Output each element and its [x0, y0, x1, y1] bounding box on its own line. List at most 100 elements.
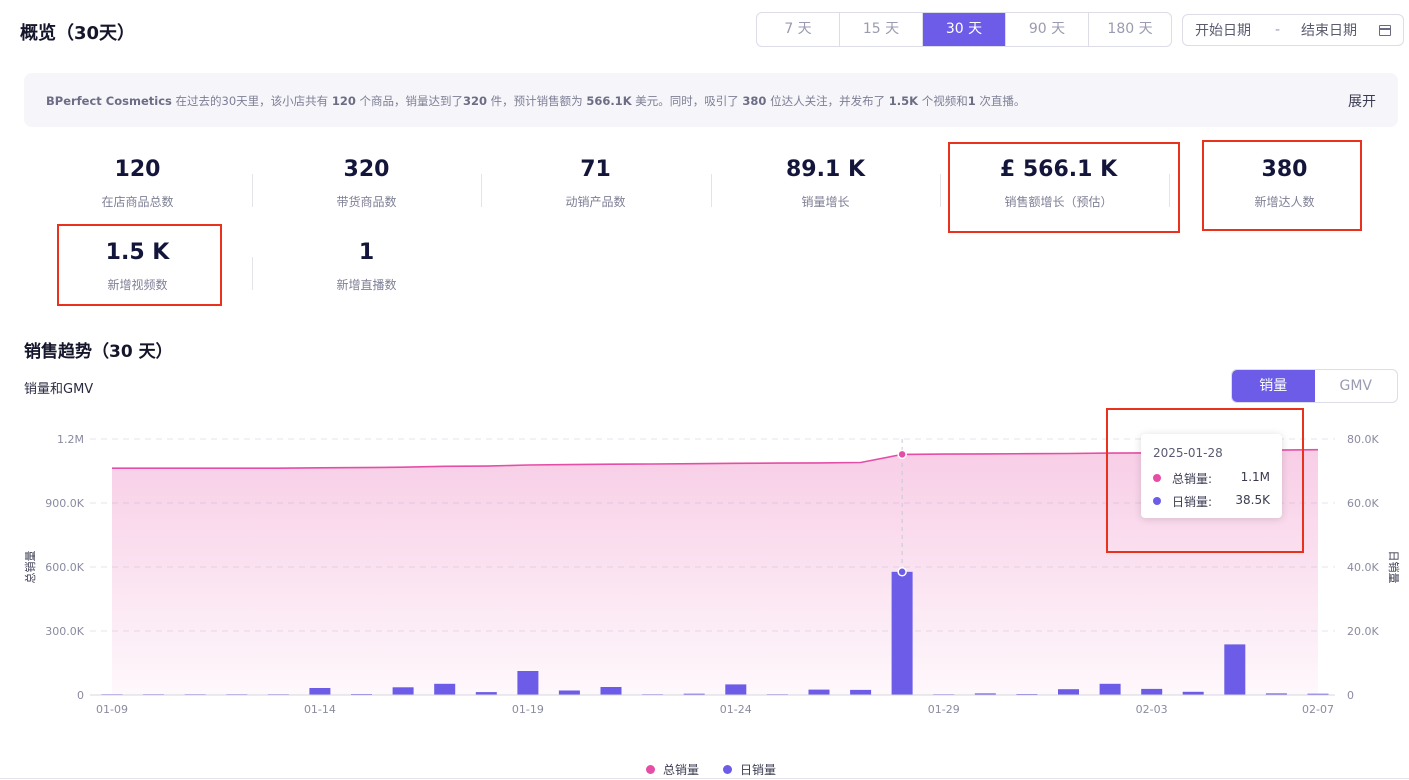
chart-subtitle: 销量和GMV — [24, 382, 94, 397]
y-left-tick-label: 1.2M — [57, 433, 84, 446]
metric-divider — [1169, 174, 1170, 207]
daily-sales-bar — [974, 693, 996, 695]
summary-part: 美元。同时，吸引了 — [631, 94, 743, 108]
metric-label: 新增达人数 — [1254, 195, 1315, 209]
legend-item-total[interactable]: 总销量 — [646, 761, 699, 778]
metric-divider — [252, 257, 253, 290]
legend-total-label: 总销量 — [663, 763, 700, 777]
metric-divider — [481, 174, 482, 207]
daily-sales-point — [897, 567, 907, 577]
chart-legend: 总销量 日销量 — [646, 761, 800, 778]
highlight-box-creators — [1202, 140, 1362, 231]
y-right-axis-title: 日销量 — [1387, 551, 1401, 584]
metric-label: 销售额增长（预估） — [1004, 195, 1113, 209]
metric-active-products: 71 动销产品数 — [481, 155, 710, 210]
summary-part: 个商品，销量达到了 — [355, 94, 463, 108]
metric-label: 销量增长 — [801, 195, 850, 209]
tooltip-daily-value: 38.5K — [1235, 493, 1270, 507]
metric-label: 动销产品数 — [565, 195, 626, 209]
metric-sales-growth: 89.1 K 销量增长 — [711, 155, 940, 210]
toggle-sales-button[interactable]: 销量 — [1232, 370, 1315, 402]
summary-gmv: 566.1K — [586, 94, 632, 108]
metric-value: 1 — [358, 240, 375, 265]
metric-value: 1.5 K — [105, 240, 170, 265]
daily-sales-bar — [517, 671, 539, 695]
x-tick-label: 01-29 — [928, 703, 960, 716]
toggle-gmv-button[interactable]: GMV — [1339, 378, 1372, 394]
y-right-tick-label: 60.0K — [1347, 497, 1379, 510]
tooltip-daily-dot — [1153, 497, 1161, 505]
metric-value: 71 — [580, 157, 611, 182]
metric-value: 120 — [114, 157, 161, 182]
legend-item-daily[interactable]: 日销量 — [723, 761, 776, 778]
daily-sales-bar — [891, 571, 913, 695]
date-range-selector: 7 天 15 天 30 天 90 天 180 天 — [756, 12, 1172, 47]
metric-value: £ 566.1 K — [999, 157, 1118, 182]
x-tick-label: 02-03 — [1136, 703, 1168, 716]
metric-total-products: 120 在店商品总数 — [23, 155, 252, 210]
tooltip-total-label: 总销量: — [1172, 472, 1213, 486]
y-left-tick-label: 600.0K — [45, 561, 84, 574]
chart-tooltip: 2025-01-28 总销量: 1.1M 日销量: 38.5K — [1141, 434, 1282, 518]
date-separator: - — [1275, 22, 1281, 38]
summary-part: 件，预计销售额为 — [487, 94, 587, 108]
sales-trend-title: 销售趋势（30 天） — [24, 342, 173, 362]
metric-label: 新增视频数 — [107, 278, 168, 292]
x-tick-label: 01-19 — [512, 703, 544, 716]
daily-sales-bar — [434, 683, 456, 695]
daily-sales-bar — [1182, 691, 1204, 695]
bottom-divider — [0, 778, 1409, 779]
summary-videos: 1.5K — [888, 94, 919, 108]
summary-part: 次直播。 — [975, 94, 1026, 108]
daily-sales-bar — [808, 689, 830, 695]
daily-sales-bar — [683, 693, 705, 695]
tooltip-total-dot — [1153, 474, 1161, 482]
y-left-tick-label: 300.0K — [45, 625, 84, 638]
summary-lives: 1 — [967, 94, 976, 108]
daily-sales-bar — [1265, 693, 1287, 695]
summary-sales: 320 — [462, 94, 487, 108]
y-left-tick-label: 0 — [77, 689, 84, 702]
tooltip-date: 2025-01-28 — [1153, 446, 1223, 460]
range-15-days-button[interactable]: 15 天 — [840, 13, 923, 46]
daily-sales-bar — [309, 688, 331, 695]
range-30-days-button[interactable]: 30 天 — [923, 13, 1006, 46]
overview-title: 概览（30天） — [20, 23, 136, 44]
metric-value: 380 — [1261, 157, 1308, 182]
tooltip-row-total: 总销量: 1.1M — [1153, 470, 1270, 486]
y-left-axis-title: 总销量 — [23, 551, 37, 584]
range-90-days-button[interactable]: 90 天 — [1006, 13, 1089, 46]
summary-text: BPerfect Cosmetics 在过去的30天里，该小店共有 120 个商… — [46, 93, 1025, 109]
date-range-picker[interactable]: 开始日期 - 结束日期 — [1182, 14, 1404, 46]
expand-button[interactable]: 展开 — [1348, 94, 1376, 110]
range-180-days-button[interactable]: 180 天 — [1107, 21, 1153, 37]
metric-new-lives: 1 新增直播数 — [252, 238, 481, 293]
metric-gmv-growth: £ 566.1 K 销售额增长（预估） — [944, 155, 1173, 210]
total-sales-line — [112, 448, 1319, 469]
metric-selling-products: 320 带货商品数 — [252, 155, 481, 210]
sales-trend-chart[interactable]: 0 0 300.0K 20.0K 600.0K 40.0K 900.0K 60.0K 1.2M 8… — [0, 420, 1409, 720]
summary-panel: BPerfect Cosmetics 在过去的30天里，该小店共有 120 个商… — [24, 73, 1398, 127]
metric-label: 带货商品数 — [336, 195, 397, 209]
legend-total-dot — [646, 765, 655, 774]
calendar-icon[interactable] — [1379, 25, 1391, 36]
tooltip-row-daily: 日销量: 38.5K — [1153, 493, 1270, 509]
range-7-days-button[interactable]: 7 天 — [757, 13, 840, 46]
daily-sales-bar — [850, 689, 872, 695]
x-tick-label: 02-07 — [1302, 703, 1334, 716]
y-left-tick-label: 900.0K — [45, 497, 84, 510]
daily-sales-bar — [1099, 683, 1121, 695]
daily-sales-bar — [600, 687, 622, 695]
metric-value: 320 — [343, 157, 390, 182]
metric-toggle: 销量 GMV — [1231, 369, 1398, 403]
start-date-input[interactable]: 开始日期 — [1195, 23, 1251, 39]
tooltip-daily-label: 日销量: — [1172, 495, 1213, 509]
daily-sales-bar — [1058, 689, 1079, 695]
metric-label: 新增直播数 — [336, 278, 397, 292]
y-right-tick-label: 0 — [1347, 689, 1354, 702]
legend-daily-label: 日销量 — [740, 763, 777, 777]
summary-creators: 380 — [742, 94, 767, 108]
total-sales-point — [897, 449, 907, 460]
end-date-input[interactable]: 结束日期 — [1301, 23, 1357, 39]
x-tick-label: 01-09 — [96, 703, 128, 716]
